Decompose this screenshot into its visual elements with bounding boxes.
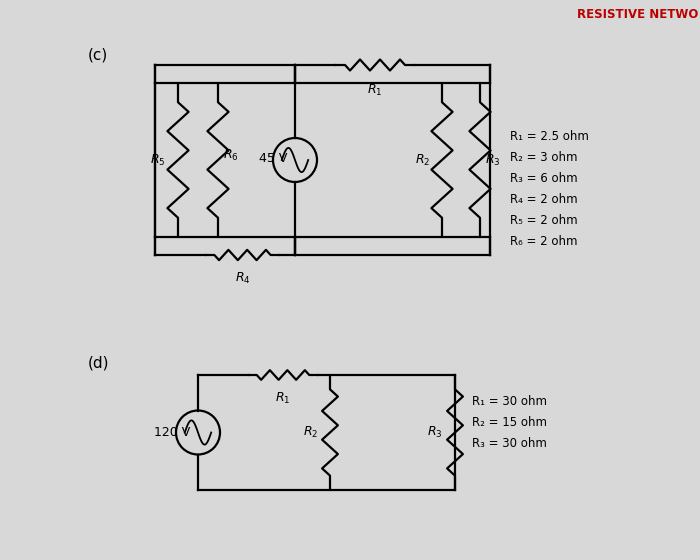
Text: R₃ = 6 ohm: R₃ = 6 ohm [510, 172, 578, 185]
Text: $R_5$: $R_5$ [150, 152, 166, 167]
Text: R₁ = 2.5 ohm: R₁ = 2.5 ohm [510, 130, 589, 143]
Text: $R_6$: $R_6$ [223, 147, 239, 162]
Text: $R_2$: $R_2$ [302, 425, 318, 440]
Text: R₅ = 2 ohm: R₅ = 2 ohm [510, 214, 578, 227]
Text: R₃ = 30 ohm: R₃ = 30 ohm [472, 437, 547, 450]
Text: R₂ = 15 ohm: R₂ = 15 ohm [472, 416, 547, 429]
Text: R₂ = 3 ohm: R₂ = 3 ohm [510, 151, 578, 164]
Text: $R_3$: $R_3$ [485, 152, 500, 167]
Text: $R_3$: $R_3$ [428, 425, 443, 440]
Text: 45 V: 45 V [258, 152, 287, 165]
Text: (d): (d) [88, 355, 109, 370]
Text: 120 V: 120 V [154, 426, 190, 439]
Text: (c): (c) [88, 48, 108, 63]
Text: R₄ = 2 ohm: R₄ = 2 ohm [510, 193, 578, 206]
Text: R₆ = 2 ohm: R₆ = 2 ohm [510, 235, 578, 248]
Text: $R_1$: $R_1$ [275, 391, 290, 406]
Text: $R_4$: $R_4$ [234, 271, 251, 286]
Text: $R_2$: $R_2$ [414, 152, 430, 167]
Text: $R_1$: $R_1$ [368, 83, 383, 98]
Text: RESISTIVE NETWO: RESISTIVE NETWO [577, 8, 698, 21]
Text: R₁ = 30 ohm: R₁ = 30 ohm [472, 395, 547, 408]
